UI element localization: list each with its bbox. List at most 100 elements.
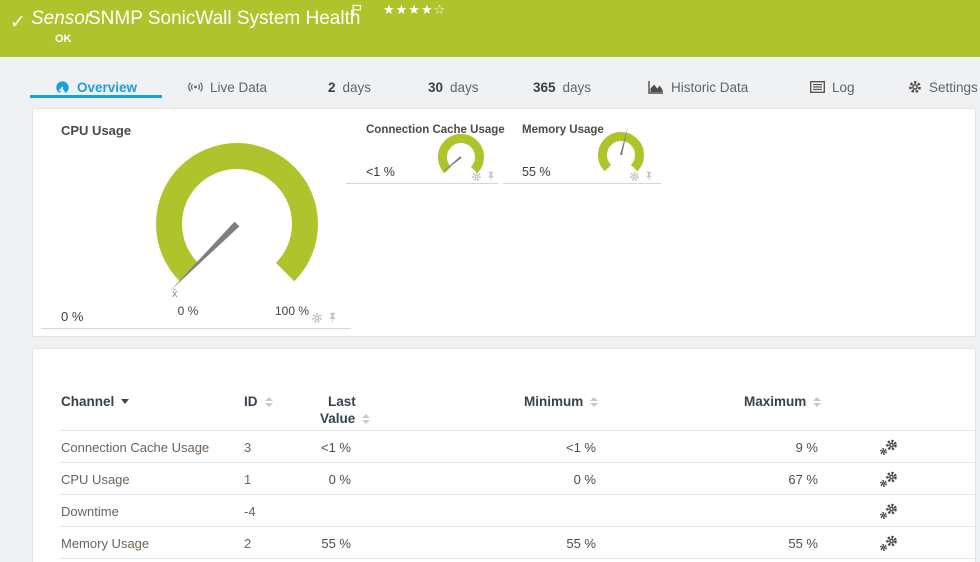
table-row: Connection Cache Usage 3 <1 % <1 % 9 % xyxy=(33,431,977,463)
memory-gauge xyxy=(598,127,644,172)
memory-gauge-actions xyxy=(629,171,654,182)
column-header-maximum[interactable]: Maximum xyxy=(744,394,822,409)
sort-icon xyxy=(362,413,371,424)
tab-2-days-number: 2 xyxy=(328,79,336,95)
memory-gauge-value: 55 % xyxy=(522,165,551,179)
pin-icon[interactable] xyxy=(327,312,338,324)
column-header-last-value-line2[interactable]: Value xyxy=(320,411,371,426)
gauge-icon xyxy=(56,80,69,95)
channel-last-value: <1 % xyxy=(321,439,351,455)
tab-30-days-number: 30 xyxy=(428,79,444,95)
tab-365-days[interactable]: 365 days xyxy=(533,77,591,97)
channel-settings-icon[interactable] xyxy=(879,495,899,527)
channel-minimum: <1 % xyxy=(566,439,596,455)
tab-live-data-label: Live Data xyxy=(210,79,268,95)
channel-id: 1 xyxy=(244,471,252,487)
log-icon xyxy=(810,81,825,93)
tab-365-days-unit: days xyxy=(562,79,592,95)
sort-desc-icon xyxy=(121,399,130,404)
tab-settings[interactable]: Settings xyxy=(908,77,978,97)
channels-table-panel: Channel ID Last Value Minimum Maximum Co… xyxy=(32,348,977,562)
tab-overview-label: Overview xyxy=(77,79,138,95)
tab-log-label: Log xyxy=(832,79,855,95)
column-header-channel[interactable]: Channel xyxy=(61,394,130,409)
channel-settings-icon[interactable] xyxy=(879,463,899,495)
column-header-last-label: Last xyxy=(328,394,356,409)
favorite-flag-icon[interactable] xyxy=(352,4,362,17)
tab-30-days[interactable]: 30 days xyxy=(428,77,479,97)
cpu-panel-divider xyxy=(41,328,351,329)
table-row: CPU Usage 1 0 % 0 % 67 % xyxy=(33,463,977,495)
memory-panel-divider xyxy=(503,183,661,184)
memory-gauge-title: Memory Usage xyxy=(522,124,604,136)
channel-settings-icon[interactable] xyxy=(879,527,899,559)
sort-icon xyxy=(590,396,599,407)
memory-gauge-needle xyxy=(619,127,628,156)
tab-live-data[interactable]: Live Data xyxy=(188,77,267,97)
table-row-divider xyxy=(59,526,977,527)
channel-id: 3 xyxy=(244,439,252,455)
pin-icon[interactable] xyxy=(644,171,654,182)
channel-name: Memory Usage xyxy=(61,535,150,551)
channel-name: Connection Cache Usage xyxy=(61,439,210,455)
active-tab-underline xyxy=(30,95,162,98)
priority-star-rating[interactable]: ★★★★☆ xyxy=(383,2,447,17)
tab-overview[interactable]: Overview xyxy=(55,77,137,97)
table-header-divider xyxy=(59,430,977,431)
gauges-overview-panel: CPU Usage x̄ 0 % 100 % 0 % Connection Ca… xyxy=(32,108,976,337)
channel-maximum: 55 % xyxy=(788,535,818,551)
sort-icon xyxy=(813,396,822,407)
gear-icon[interactable] xyxy=(471,171,482,182)
connection-cache-gauge-title: Connection Cache Usage xyxy=(366,124,505,136)
channel-settings-icon[interactable] xyxy=(879,431,899,463)
channel-name: Downtime xyxy=(61,503,119,519)
sensor-header: ✓ Sensor SNMP SonicWall System Health ★★… xyxy=(0,0,980,57)
cpu-gauge-title: CPU Usage xyxy=(61,123,132,138)
table-row-divider xyxy=(59,558,977,559)
column-header-maximum-label: Maximum xyxy=(744,394,807,409)
cpu-gauge xyxy=(156,143,318,291)
column-header-channel-label: Channel xyxy=(61,394,115,409)
connection-cache-gauge-actions xyxy=(471,171,496,182)
cpu-gauge-max-label: 100 % xyxy=(274,304,310,318)
historic-data-icon xyxy=(648,81,663,94)
connection-cache-panel-divider xyxy=(346,183,498,184)
connection-cache-needle xyxy=(439,156,462,176)
column-header-minimum[interactable]: Minimum xyxy=(524,394,599,409)
table-row-divider xyxy=(59,494,977,495)
object-kind-label: Sensor xyxy=(31,8,92,29)
column-header-id-label: ID xyxy=(244,394,258,409)
cpu-gauge-needle xyxy=(170,221,240,291)
channel-minimum xyxy=(496,495,596,527)
page-title: SNMP SonicWall System Health xyxy=(88,8,361,29)
tab-365-days-number: 365 xyxy=(533,79,556,95)
gear-icon[interactable] xyxy=(311,312,323,324)
tab-historic-data[interactable]: Historic Data xyxy=(648,77,748,97)
channel-maximum xyxy=(718,495,818,527)
tab-30-days-unit: days xyxy=(450,79,479,95)
channel-minimum: 0 % xyxy=(573,471,596,487)
sort-icon xyxy=(264,396,273,407)
pin-icon[interactable] xyxy=(486,171,496,182)
tab-log[interactable]: Log xyxy=(810,77,855,97)
channel-id: -4 xyxy=(244,503,256,519)
channel-last-value: 55 % xyxy=(321,535,351,551)
gear-icon[interactable] xyxy=(629,171,640,182)
channel-maximum: 9 % xyxy=(795,439,818,455)
tab-historic-data-label: Historic Data xyxy=(671,79,749,95)
table-row: Memory Usage 2 55 % 55 % 55 % xyxy=(33,527,977,559)
settings-gear-icon xyxy=(909,81,921,93)
column-header-last-value[interactable]: Last xyxy=(328,394,356,409)
tab-2-days-unit: days xyxy=(342,79,372,95)
table-row: Downtime -4 xyxy=(33,495,977,527)
channel-maximum: 67 % xyxy=(788,471,818,487)
column-header-id[interactable]: ID xyxy=(244,394,273,409)
tab-2-days[interactable]: 2 days xyxy=(328,77,371,97)
tab-settings-label: Settings xyxy=(929,79,978,95)
table-row-divider xyxy=(59,462,977,463)
cpu-gauge-min-label: 0 % xyxy=(177,304,199,318)
channel-name: CPU Usage xyxy=(61,471,130,487)
live-data-icon xyxy=(188,82,203,92)
channel-last-value xyxy=(263,495,351,527)
